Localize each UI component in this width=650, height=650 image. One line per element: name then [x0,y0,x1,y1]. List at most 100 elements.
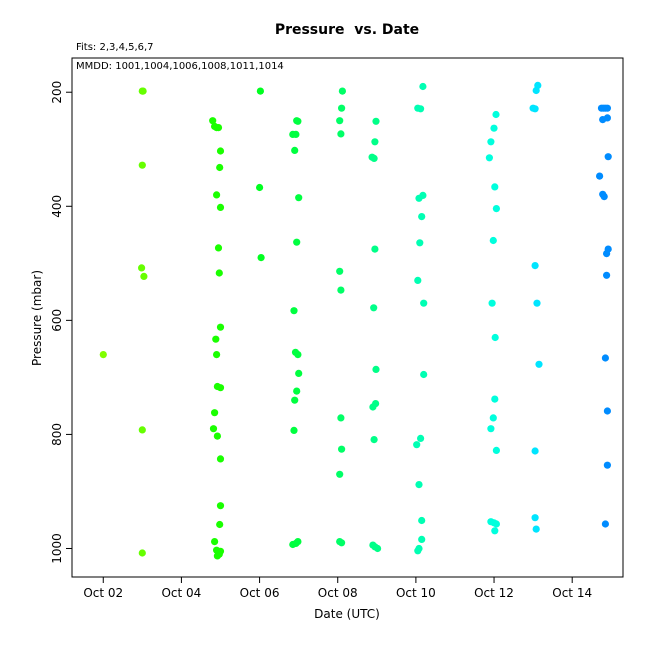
data-point [337,414,345,422]
mmdd-note: MMDD: 1001,1004,1006,1008,1011,1014 [76,61,284,72]
data-point [214,124,223,132]
data-point [417,434,425,442]
data-point [491,333,499,342]
x-tick-label: Oct 14 [552,586,592,600]
data-point [209,117,217,125]
data-point [603,114,612,122]
data-point [292,130,300,138]
data-point [492,520,500,528]
data-point [257,254,265,262]
data-point [533,299,541,307]
data-point [420,370,428,379]
data-point [291,396,299,404]
data-point [531,262,539,270]
data-point [213,432,221,440]
y-tick-label: 800 [50,423,64,446]
data-points [99,81,612,560]
data-point [603,271,611,279]
data-point [603,461,612,469]
x-tick-label: Oct 12 [474,586,514,600]
data-point [531,514,539,522]
data-point [489,236,497,245]
data-point [370,436,378,444]
data-point [492,446,500,454]
data-point [420,299,428,307]
data-point [532,86,540,95]
data-point [603,407,612,415]
fits-note: Fits: 2,3,4,5,6,7 [76,42,154,53]
data-point [417,105,425,113]
data-point [414,276,422,284]
data-point [414,547,422,555]
data-point [213,351,221,359]
x-tick-label: Oct 04 [161,586,201,600]
plot-frame [71,57,624,578]
data-point [488,299,496,307]
data-point [370,154,378,162]
data-point [491,183,499,191]
data-point [337,130,345,138]
data-point [418,516,426,525]
chart-title: Pressure vs. Date [275,22,419,38]
data-point [294,351,302,359]
x-axis: Oct 02 Oct 04 Oct 06 Oct 08 Oct 10 Oct 12 Oct … [83,577,592,600]
y-tick-label: 1000 [50,533,64,564]
data-point [338,445,346,453]
data-point [213,191,221,199]
data-point [338,104,346,112]
data-point [216,520,224,529]
data-point [487,138,495,146]
y-tick-label: 400 [50,195,64,218]
x-tick-label: Oct 02 [83,586,123,600]
x-axis-label: Date (UTC) [314,607,380,621]
data-point [492,205,500,213]
data-point [336,267,344,275]
data-point [295,194,303,202]
data-point [415,481,423,489]
data-point [215,550,223,558]
data-point [596,172,604,180]
data-point [290,307,298,315]
data-point [415,194,423,202]
data-point [418,535,426,544]
data-point [603,250,611,258]
data-point [139,87,147,95]
data-point [337,286,345,294]
data-point [294,538,302,546]
data-point [216,384,225,392]
y-axis-label: Pressure (mbar) [30,270,44,366]
data-point [370,304,378,312]
data-point [140,272,148,280]
data-point [336,470,344,478]
y-axis: 200 400 600 800 1000 [50,81,72,564]
data-point [294,117,302,125]
data-point [338,87,346,95]
data-point [372,117,380,125]
data-point [216,323,225,331]
data-point [214,244,223,252]
data-point [371,245,379,253]
data-point [485,154,493,162]
data-point [419,82,427,91]
data-point [209,425,218,433]
data-point [99,351,107,359]
data-point [293,238,301,246]
data-point [369,403,377,411]
data-point [600,193,608,201]
data-point [413,441,421,449]
data-point [216,502,225,510]
data-point [491,527,499,535]
data-point [216,147,225,155]
data-point [211,538,219,546]
data-point [374,544,382,553]
x-tick-label: Oct 08 [318,586,358,600]
data-point [535,360,543,368]
data-point [216,163,224,172]
data-point [492,110,500,119]
data-point [601,520,610,528]
data-point [489,414,497,422]
data-point [532,525,540,533]
data-point [416,239,424,247]
data-point [603,104,612,112]
data-point [371,138,379,146]
